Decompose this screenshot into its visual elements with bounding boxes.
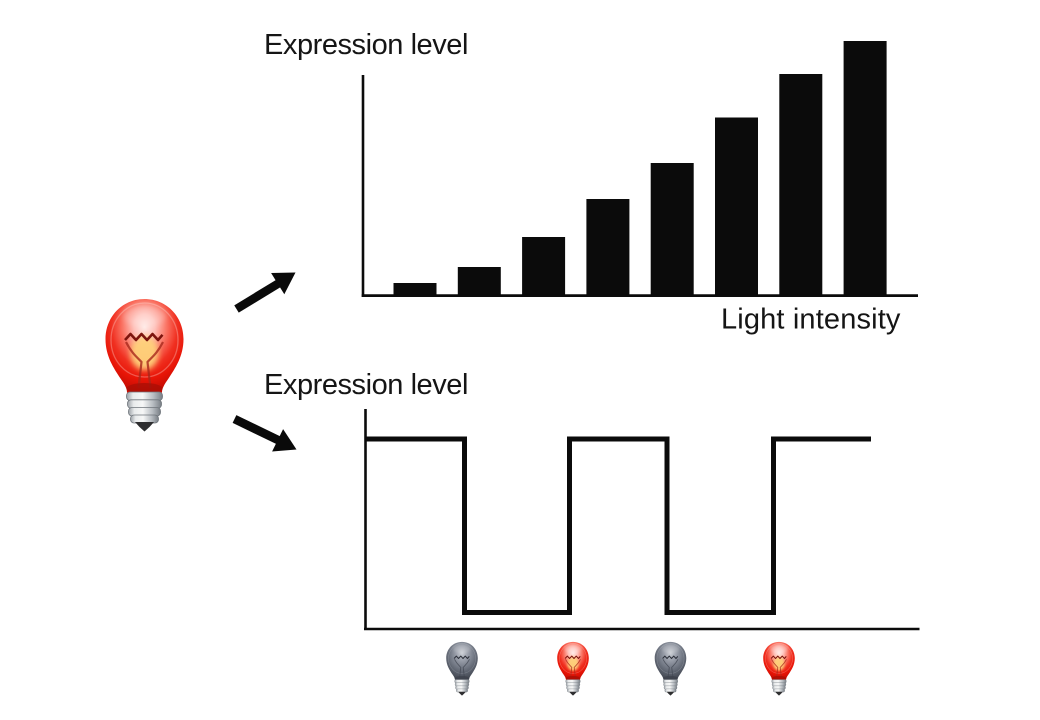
svg-text:Expression level: Expression level [264, 369, 468, 401]
svg-text:Expression level: Expression level [264, 29, 468, 61]
svg-text:Light intensity: Light intensity [721, 304, 901, 336]
